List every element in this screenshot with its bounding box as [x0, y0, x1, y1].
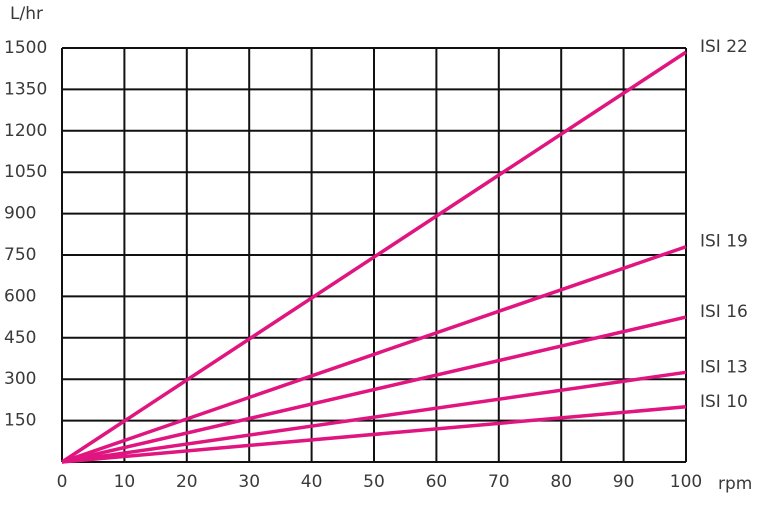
series-label: ISI 13: [700, 357, 748, 377]
x-tick-label: 70: [488, 472, 510, 492]
y-tick-label: 150: [4, 411, 36, 431]
x-tick-label: 100: [670, 472, 702, 492]
series-label: ISI 22: [700, 37, 748, 57]
series-line: [61, 245, 687, 464]
y-axis-label: L/hr: [10, 4, 43, 24]
series-line: [61, 50, 687, 464]
y-tick-label: 450: [4, 328, 36, 348]
x-tick-label: 20: [176, 472, 198, 492]
series-label: ISI 19: [700, 232, 748, 252]
x-tick-label: 80: [550, 472, 572, 492]
x-tick-label: 40: [301, 472, 323, 492]
x-tick-label: 90: [613, 472, 635, 492]
y-tick-label: 1500: [4, 38, 47, 58]
series-line: [61, 315, 687, 464]
x-tick-label: 30: [238, 472, 260, 492]
y-tick-label: 1050: [4, 162, 47, 182]
series-label: ISI 10: [700, 392, 748, 412]
y-tick-label: 300: [4, 369, 36, 389]
x-tick-label: 0: [57, 472, 68, 492]
series-line: [61, 370, 687, 464]
series-label: ISI 16: [700, 302, 748, 322]
x-axis-label: rpm: [718, 474, 752, 494]
y-tick-label: 900: [4, 204, 36, 224]
x-tick-label: 10: [114, 472, 136, 492]
y-tick-label: 750: [4, 245, 36, 265]
x-tick-label: 50: [363, 472, 385, 492]
y-tick-label: 600: [4, 286, 36, 306]
x-tick-label: 60: [426, 472, 448, 492]
series-line: [61, 405, 687, 464]
y-tick-label: 1200: [4, 121, 47, 141]
y-tick-label: 1350: [4, 79, 47, 99]
